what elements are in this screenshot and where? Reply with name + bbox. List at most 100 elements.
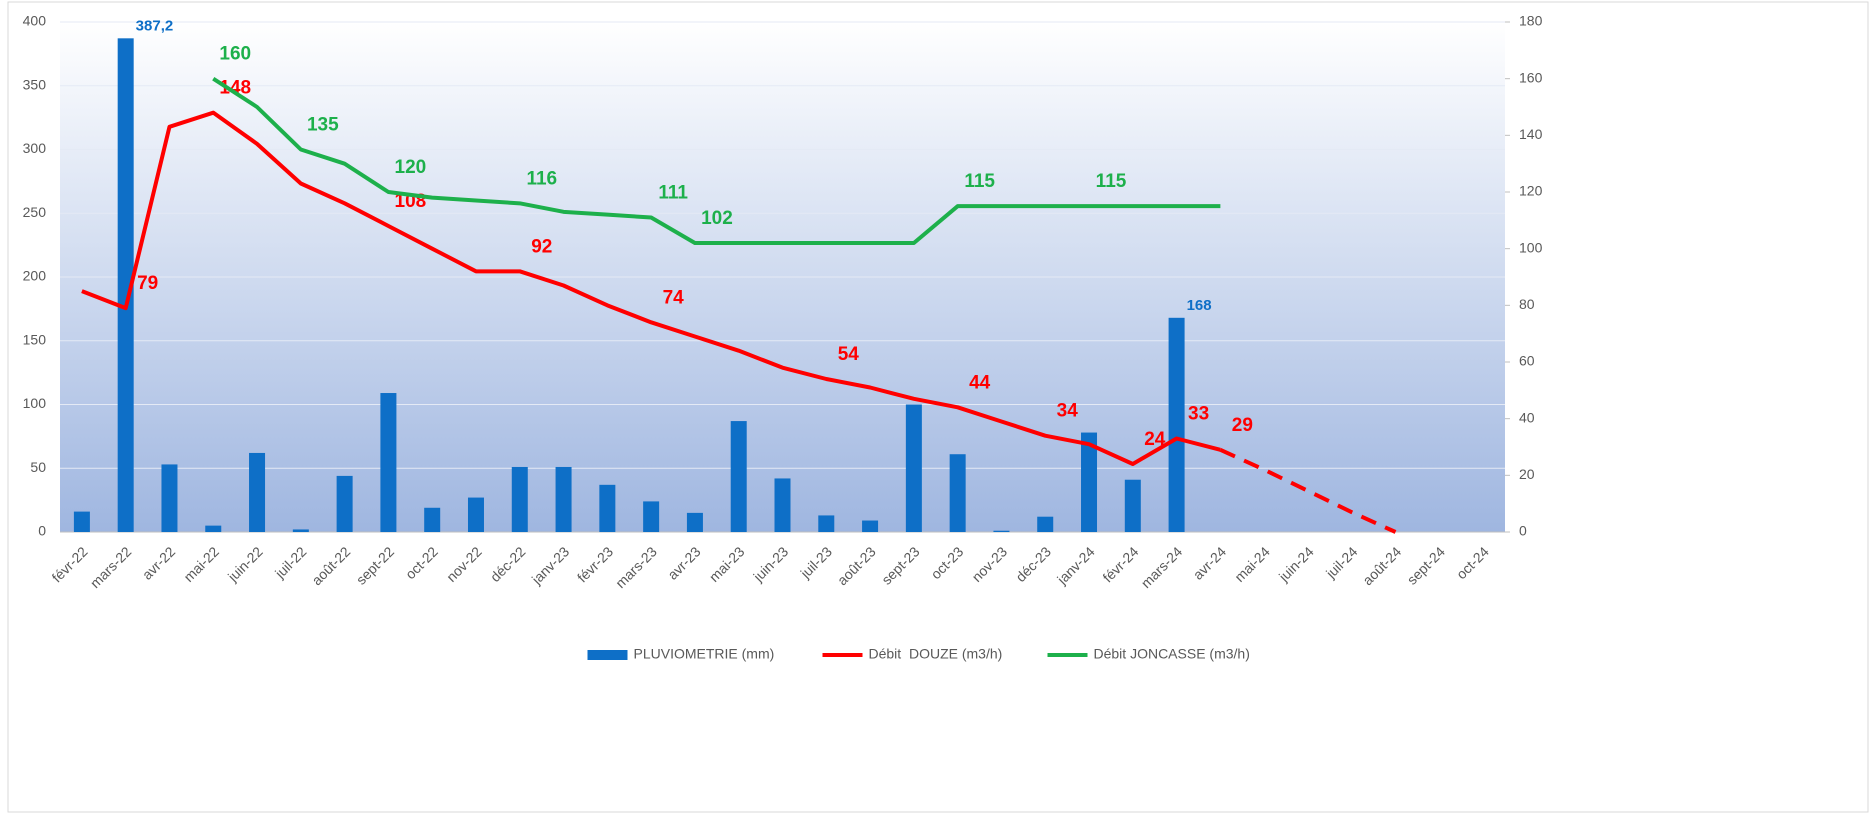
data-label: 92 (531, 236, 552, 257)
bar (380, 393, 397, 532)
x-tick-label: août-22 (308, 543, 353, 588)
y-tick-label: 150 (23, 331, 47, 347)
bar (424, 507, 441, 532)
data-label: 34 (1057, 401, 1079, 422)
y-tick-label: 400 (23, 13, 47, 29)
y2-tick-label: 20 (1519, 466, 1535, 482)
bar (467, 497, 484, 532)
bar (249, 452, 266, 532)
x-tick-label: mai-22 (180, 543, 222, 585)
y2-tick-label: 120 (1519, 183, 1543, 199)
y2-tick-label: 180 (1519, 13, 1543, 29)
bar (1037, 516, 1054, 532)
data-label: 115 (1096, 171, 1127, 192)
data-label: 79 (137, 273, 158, 294)
y-tick-label: 250 (23, 204, 47, 220)
y-tick-label: 200 (23, 268, 47, 284)
bar (1081, 432, 1098, 532)
x-tick-label: oct-22 (402, 543, 441, 582)
x-tick-label: juin-24 (1275, 543, 1317, 585)
data-label: 24 (1144, 429, 1166, 450)
x-tick-label: oct-24 (1453, 543, 1492, 582)
data-label: 160 (219, 44, 251, 65)
legend-label: Débit JONCASSE (m3/h) (1094, 646, 1250, 662)
projection-line (1219, 448, 1397, 534)
data-label: 33 (1188, 404, 1209, 425)
bar (1124, 479, 1141, 532)
y-tick-label: 350 (23, 76, 47, 92)
y2-tick-label: 100 (1519, 239, 1543, 255)
x-tick-label: mai-23 (706, 543, 748, 585)
data-label: 102 (701, 208, 733, 229)
x-tick-label: janv-23 (528, 543, 573, 588)
x-tick-label: avr-23 (664, 543, 704, 583)
x-tick-label: janv-24 (1053, 543, 1098, 588)
bar (555, 466, 572, 532)
y2-tick-label: 0 (1519, 523, 1527, 539)
y-tick-label: 100 (23, 395, 47, 411)
bar (862, 520, 879, 532)
bar (949, 454, 966, 532)
bar (73, 511, 90, 532)
bar (686, 512, 703, 532)
x-tick-label: mars-24 (1138, 543, 1186, 591)
bar (511, 466, 528, 532)
x-tick-label: juin-23 (749, 543, 791, 585)
x-tick-label: févr-22 (49, 543, 91, 585)
y2-tick-label: 40 (1519, 409, 1535, 425)
y2-tick-label: 60 (1519, 353, 1535, 369)
x-tick-label: avr-22 (139, 543, 179, 583)
x-tick-label: déc-22 (487, 543, 529, 585)
x-tick-label: juil-24 (1322, 543, 1361, 582)
bar (730, 421, 747, 532)
bar (774, 478, 791, 532)
data-label: 54 (838, 344, 860, 365)
y-tick-label: 50 (30, 459, 46, 475)
data-label: 74 (663, 287, 685, 308)
bar-label: 387,2 (136, 17, 174, 34)
line (81, 110, 1221, 466)
legend-label: Débit DOUZE (m3/h) (869, 646, 1003, 662)
chart-border (7, 1, 1869, 813)
x-tick-label: oct-23 (928, 543, 967, 582)
bar (643, 501, 660, 532)
legend-label: PLUVIOMETRIE (mm) (634, 646, 775, 662)
bar (993, 530, 1010, 532)
bar (205, 525, 222, 532)
x-tick-label: sept-23 (878, 543, 922, 587)
x-tick-label: août-23 (834, 543, 879, 588)
x-tick-label: avr-24 (1190, 543, 1230, 583)
x-tick-label: déc-23 (1012, 543, 1054, 585)
x-tick-label: sept-24 (1404, 543, 1448, 587)
y2-tick-label: 140 (1519, 126, 1543, 142)
x-tick-label: nov-23 (969, 543, 1011, 585)
y2-tick-label: 80 (1519, 296, 1535, 312)
x-tick-label: juin-22 (224, 543, 266, 585)
x-tick-label: mai-24 (1231, 543, 1273, 585)
data-label: 116 (526, 168, 557, 189)
data-label: 111 (658, 183, 688, 204)
legend-swatch (587, 650, 628, 660)
y-tick-label: 300 (23, 140, 47, 156)
data-label: 44 (969, 372, 991, 393)
line (212, 76, 1221, 245)
data-label: 29 (1232, 415, 1253, 436)
x-tick-label: mars-23 (612, 543, 660, 591)
data-label: 148 (219, 78, 251, 99)
bar (599, 484, 616, 532)
y2-tick-label: 160 (1519, 69, 1543, 85)
x-tick-label: févr-23 (574, 543, 616, 585)
x-tick-label: mars-22 (87, 543, 135, 591)
x-tick-label: août-24 (1359, 543, 1404, 588)
bar-label: 168 (1187, 297, 1212, 314)
data-label: 135 (307, 115, 339, 136)
bar (905, 404, 922, 532)
bar (336, 475, 353, 532)
data-label: 115 (964, 171, 995, 192)
x-tick-label: nov-22 (443, 543, 485, 585)
bar (292, 529, 309, 532)
data-label: 120 (395, 157, 427, 178)
y-tick-label: 0 (38, 523, 46, 539)
bar (117, 38, 134, 532)
